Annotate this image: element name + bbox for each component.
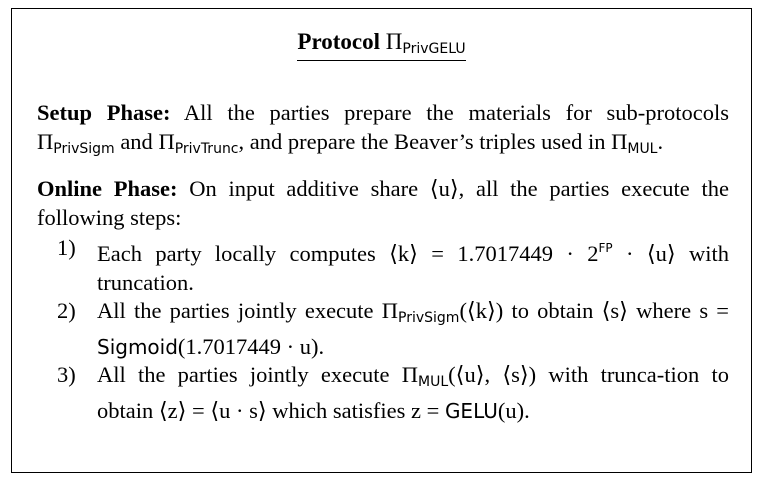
setup-pi3-sub: MUL	[627, 140, 658, 157]
setup-pi1-sub: PrivSigm	[53, 140, 115, 157]
step-2-text-a: All the parties jointly execute Π	[97, 298, 398, 323]
setup-phase: Setup Phase: All the parties prepare the…	[37, 100, 730, 157]
protocol-content: Setup Phase: All the parties prepare the…	[37, 99, 729, 425]
setup-text-a: All the parties prepare the materials fo…	[183, 100, 730, 125]
setup-text-b: and	[120, 128, 153, 154]
title-pi-symbol: Π	[385, 29, 403, 54]
step-2-function: Sigmoid	[97, 334, 178, 359]
step-number: 1)	[57, 235, 76, 260]
step-2-text-b: (⟨k⟩) to obtain ⟨s⟩ where s =	[459, 298, 729, 323]
setup-pi2-sub: PrivTrunc	[174, 140, 239, 157]
step-2-text-c: (1.7017449 · u).	[177, 333, 325, 359]
step-number: 3)	[57, 362, 76, 387]
step-3: 3) All the parties jointly execute ΠMUL(…	[37, 361, 729, 425]
protocol-title: Protocol ΠPrivGELU	[12, 29, 751, 61]
setup-text-d: .	[657, 128, 664, 154]
title-underline: Protocol ΠPrivGELU	[297, 29, 466, 61]
step-1-text-a: Each party locally computes ⟨k⟩ = 1.7017…	[97, 241, 599, 266]
step-2: 2) All the parties jointly execute ΠPriv…	[37, 297, 729, 361]
setup-heading: Setup Phase:	[37, 100, 171, 125]
step-3-subscript: MUL	[418, 374, 449, 390]
setup-text-c: , and prepare the Beaver’s triples used …	[238, 128, 606, 154]
step-2-subscript: PrivSigm	[398, 310, 460, 326]
protocol-box: Protocol ΠPrivGELU Setup Phase: All the …	[11, 8, 752, 473]
step-3-function: GELU	[444, 398, 498, 423]
title-subscript: PrivGELU	[402, 41, 466, 57]
step-3-text-a: All the parties jointly execute Π	[97, 362, 419, 387]
step-1: 1) Each party locally computes ⟨k⟩ = 1.7…	[37, 234, 729, 297]
online-phase: Online Phase: On input additive share ⟨u…	[37, 175, 729, 232]
online-text: On input additive share ⟨u⟩, all the par…	[37, 176, 729, 230]
step-3-text-c: (u).	[497, 397, 530, 423]
step-number: 2)	[57, 298, 76, 323]
online-heading: Online Phase:	[37, 176, 178, 201]
step-1-superscript: FP	[598, 241, 613, 255]
step-1-text-b: · ⟨u⟩ with truncation.	[97, 241, 729, 295]
step-3-text-b: (⟨u⟩, ⟨s⟩) with trunca-tion to obtain ⟨z…	[97, 362, 729, 423]
title-prefix: Protocol	[297, 29, 381, 54]
